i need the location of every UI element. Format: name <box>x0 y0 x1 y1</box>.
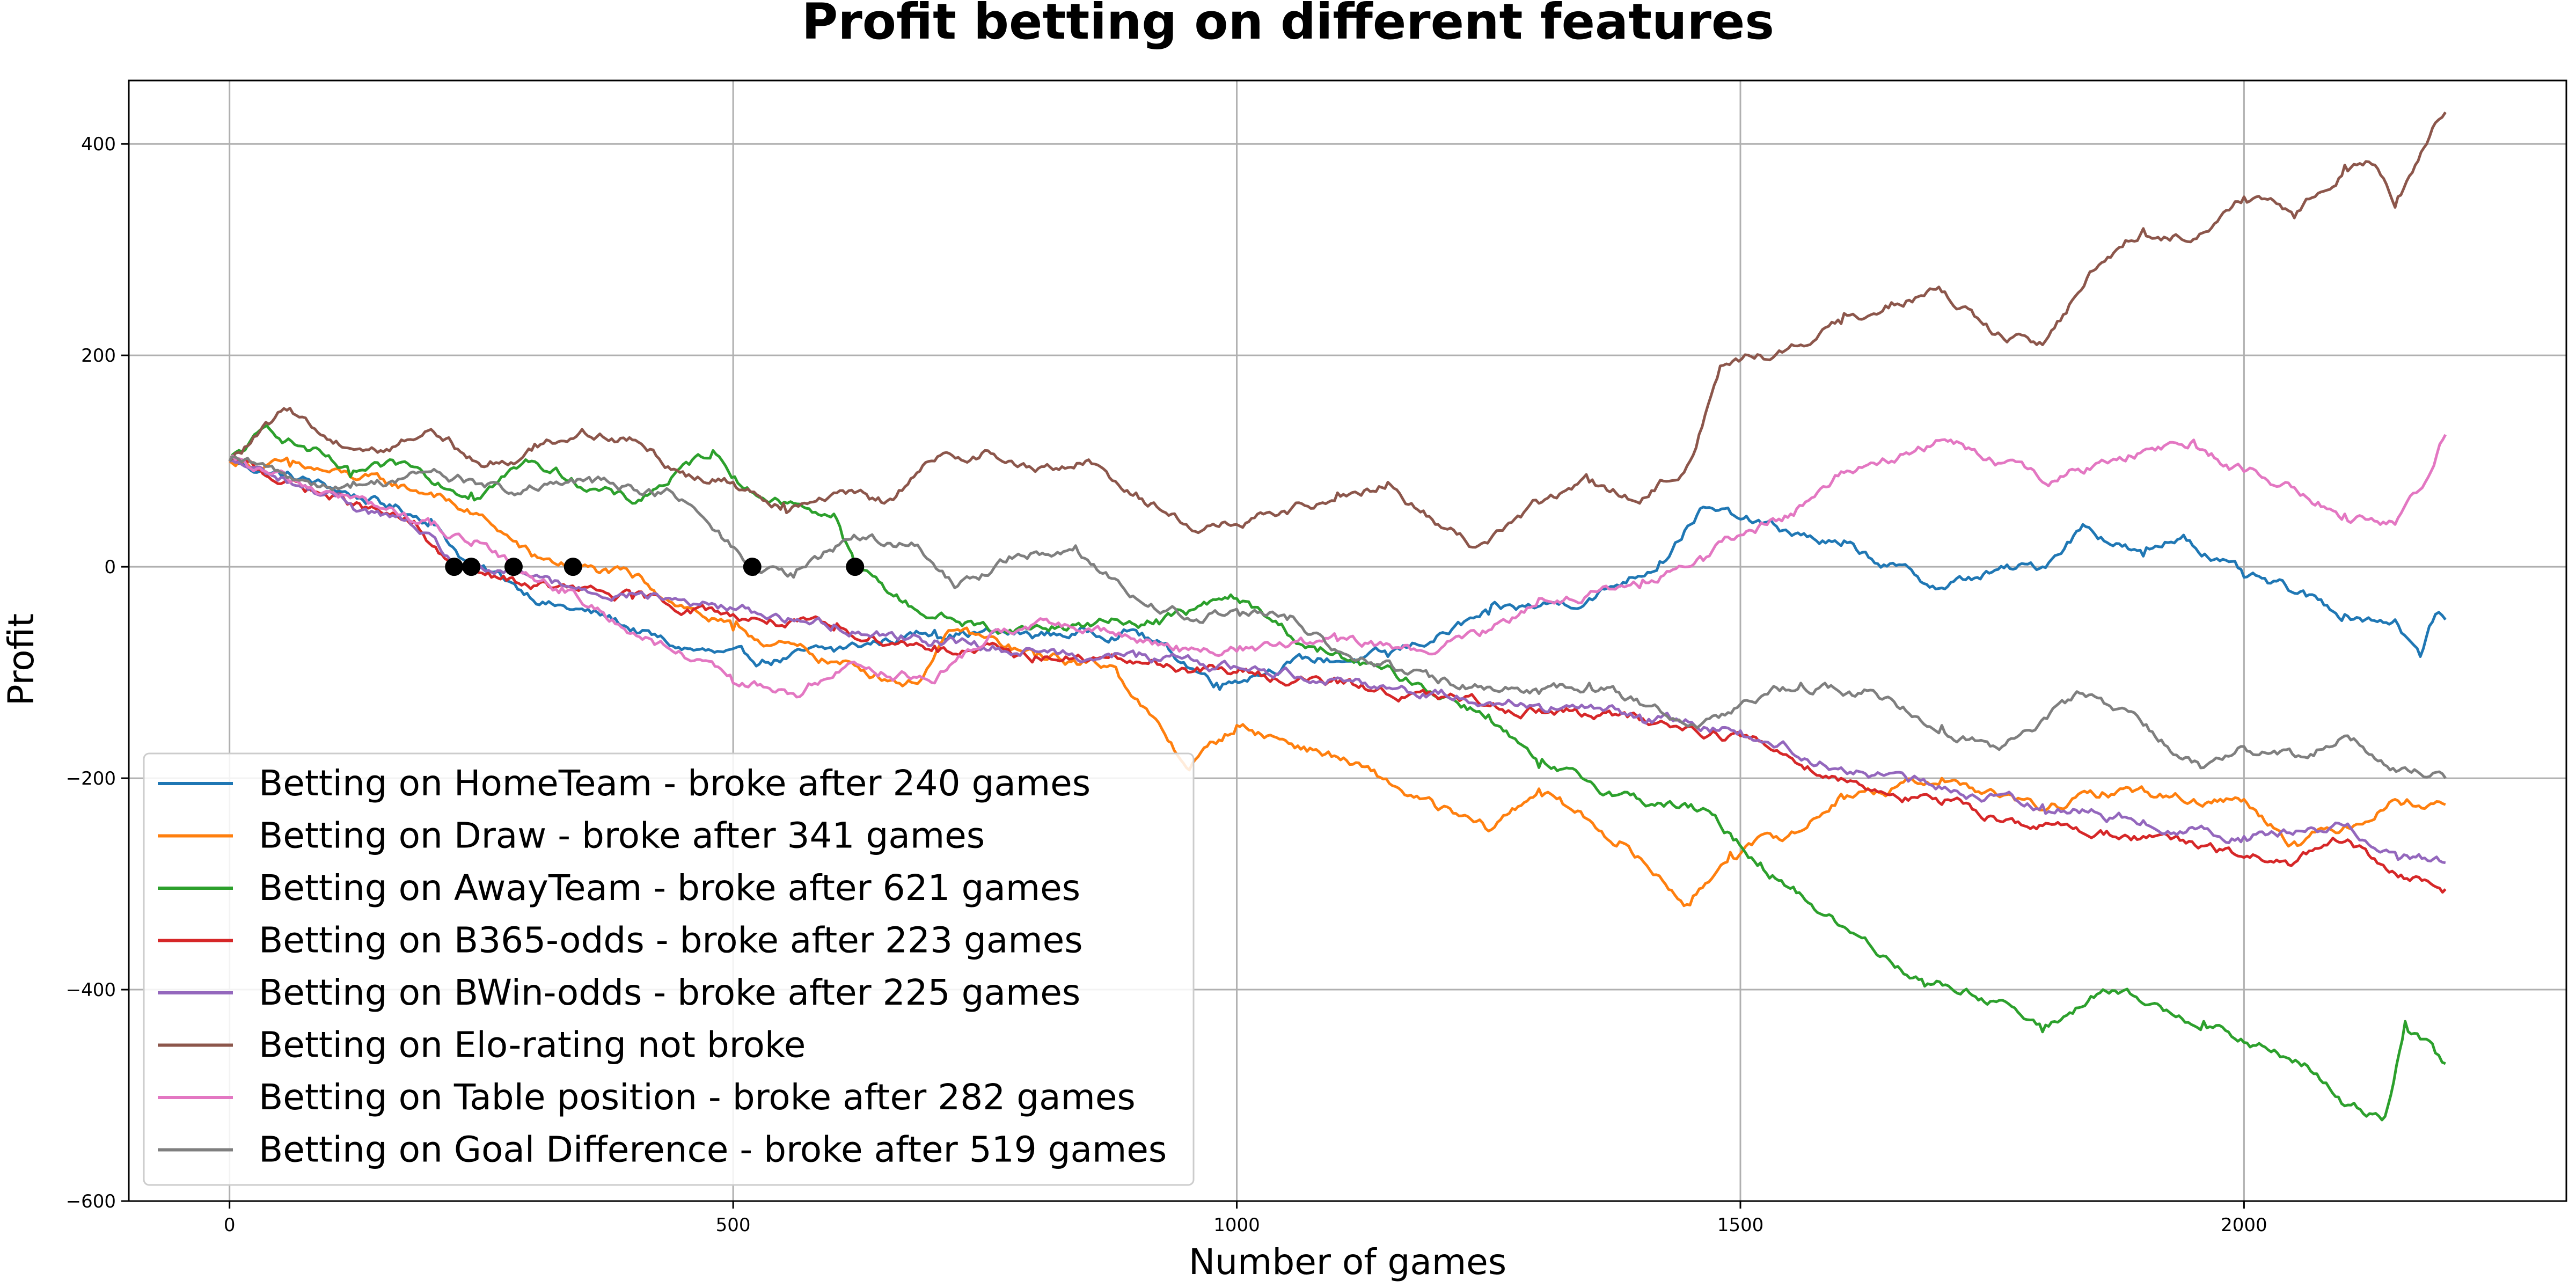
broke-marker-point <box>445 558 464 576</box>
y-axis-ticks: −600 −400 −200 0 200 400 <box>66 134 129 1212</box>
legend-label: Betting on Elo-rating not broke <box>259 1024 806 1066</box>
broke-marker-point <box>743 558 762 576</box>
legend-label: Betting on HomeTeam - broke after 240 ga… <box>259 763 1091 804</box>
plot-frame <box>128 79 2567 1202</box>
legend-label: Betting on B365-odds - broke after 223 g… <box>259 920 1083 961</box>
legend-label: Betting on AwayTeam - broke after 621 ga… <box>259 867 1080 909</box>
broke-marker-point <box>504 558 523 576</box>
x-tick-label: 1000 <box>1213 1214 1260 1236</box>
legend-label: Betting on Draw - broke after 341 games <box>259 815 985 857</box>
legend-label: Betting on BWin-odds - broke after 225 g… <box>259 972 1080 1013</box>
x-axis-title: Number of games <box>1189 1241 1506 1283</box>
series-line <box>228 111 2447 549</box>
y-tick-label: −400 <box>66 979 116 1001</box>
broke-markers <box>445 558 865 576</box>
legend-box <box>143 752 1195 1186</box>
x-axis-ticks: 0 500 1000 1500 2000 <box>224 1201 2267 1236</box>
y-tick-label: −200 <box>66 768 116 789</box>
series-line <box>229 456 2447 894</box>
series-line <box>228 424 2446 1122</box>
legend-label: Betting on Goal Difference - broke after… <box>259 1129 1167 1170</box>
series-lines <box>228 111 2447 1122</box>
series-line <box>228 434 2447 699</box>
series-line <box>229 456 2446 908</box>
y-tick-label: −600 <box>66 1191 116 1212</box>
broke-marker-point <box>462 558 481 576</box>
legend: Betting on HomeTeam - broke after 240 ga… <box>143 752 1195 1186</box>
series-line <box>228 455 2447 779</box>
series-line <box>229 459 2446 865</box>
x-tick-label: 500 <box>716 1214 751 1236</box>
y-tick-label: 400 <box>81 134 116 155</box>
x-tick-label: 1500 <box>1717 1214 1764 1236</box>
broke-marker-point <box>846 558 865 576</box>
y-axis-title: Profit <box>1 613 42 706</box>
series-line <box>229 459 2447 691</box>
y-tick-label: 200 <box>81 345 116 367</box>
chart-title: Profit betting on different features <box>802 0 1774 50</box>
x-tick-label: 0 <box>224 1214 236 1236</box>
x-tick-label: 2000 <box>2221 1214 2267 1236</box>
legend-label: Betting on Table position - broke after … <box>259 1077 1136 1118</box>
y-tick-label: 0 <box>104 557 116 578</box>
broke-marker-point <box>564 558 582 576</box>
